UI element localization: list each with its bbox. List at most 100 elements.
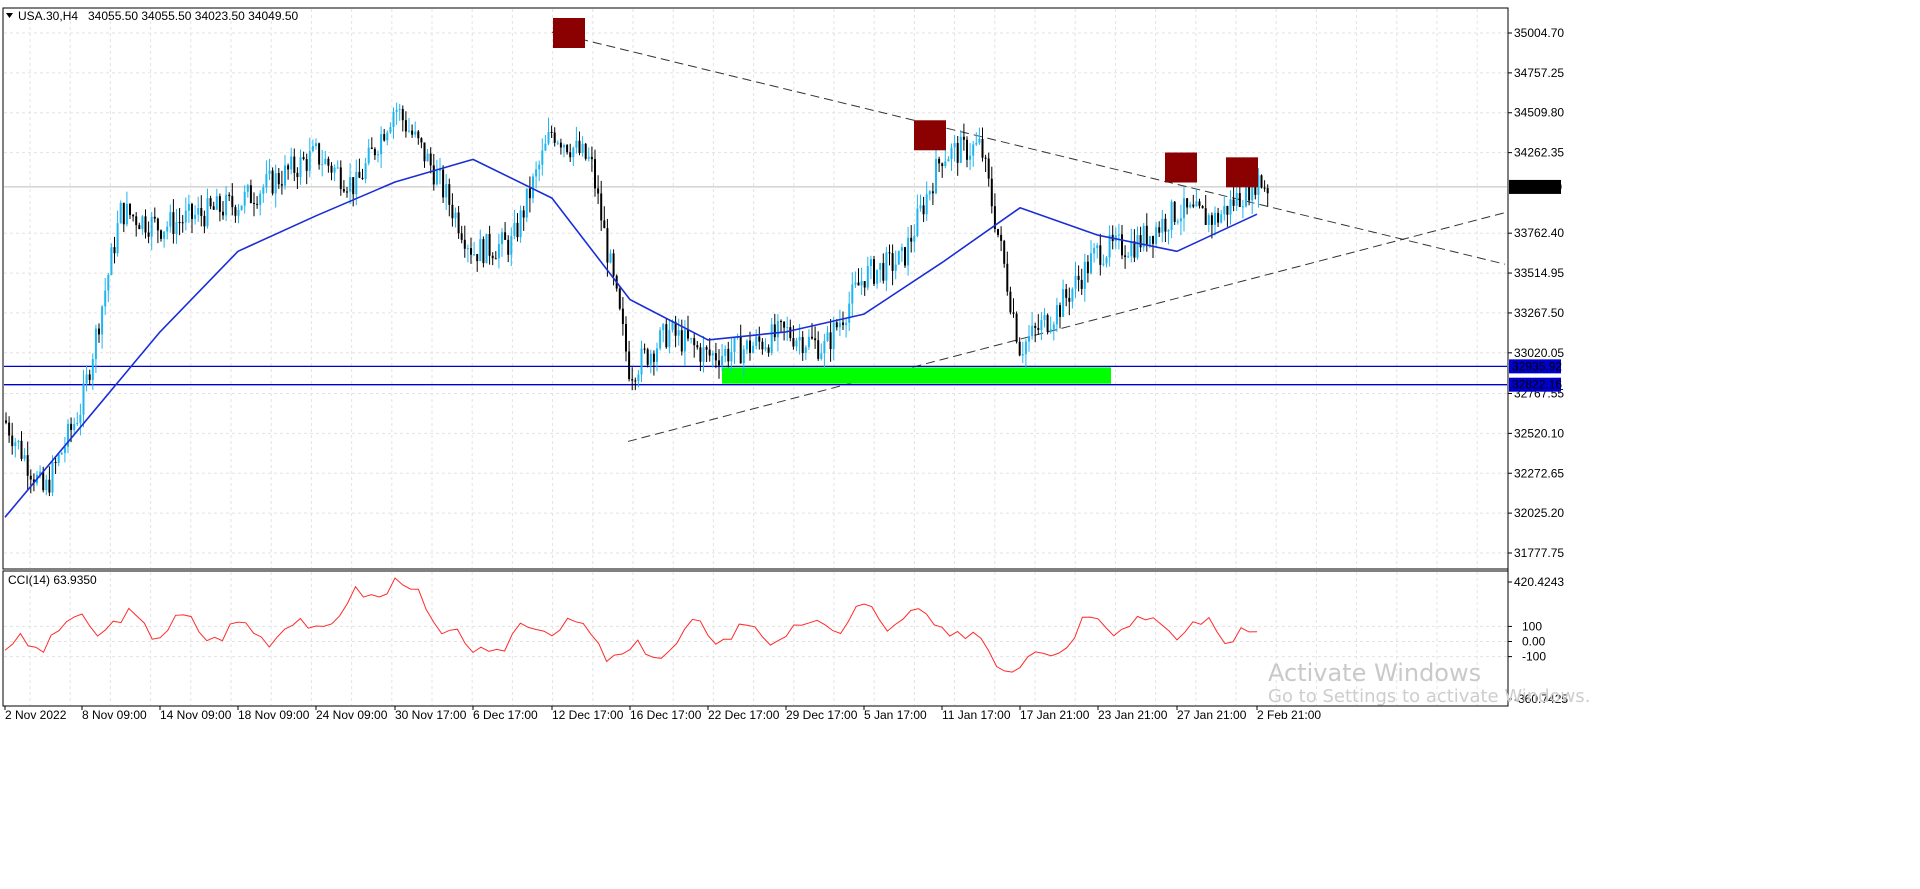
candle-body <box>489 234 491 256</box>
candle-body <box>814 338 816 340</box>
cci-label: CCI(14) 63.9350 <box>8 573 97 587</box>
candle-body <box>854 283 856 285</box>
candle-body <box>712 353 714 355</box>
time-tick-label: 8 Nov 09:00 <box>82 708 147 722</box>
candle-body <box>789 327 791 338</box>
candle-body <box>920 205 922 208</box>
candle-body <box>1195 201 1197 206</box>
candle-body <box>510 236 512 255</box>
candle-body <box>1202 206 1204 208</box>
candle-body <box>1053 324 1055 329</box>
candle-body <box>352 177 354 194</box>
candle-body <box>321 164 323 165</box>
candle-body <box>126 204 128 224</box>
candle-body <box>55 462 57 463</box>
candle-body <box>247 185 249 192</box>
candle-body <box>337 167 339 168</box>
candle-body <box>1171 202 1173 230</box>
symbol-label[interactable]: USA.30,H4 <box>18 9 78 23</box>
candle-body <box>1130 241 1132 256</box>
candle-body <box>988 158 990 178</box>
candle-body <box>526 188 528 217</box>
candle-body <box>647 349 649 364</box>
pivot-markers <box>553 18 1258 187</box>
main-panel-frame <box>3 8 1508 569</box>
candle-body <box>21 441 23 459</box>
candle-body <box>982 139 984 158</box>
candle-body <box>566 145 568 152</box>
candle-body <box>135 216 137 225</box>
candle-body <box>70 424 72 430</box>
candle-body <box>882 263 884 281</box>
candle-body <box>343 189 345 191</box>
candle-body <box>727 349 729 361</box>
candle-body <box>448 184 450 205</box>
candle-body <box>1031 326 1033 336</box>
candle-body <box>1059 305 1061 317</box>
candle-body <box>1233 199 1235 205</box>
candle-body <box>185 211 187 223</box>
time-tick-label: 24 Nov 09:00 <box>316 708 388 722</box>
candle-body <box>114 247 116 253</box>
candle-body <box>541 151 543 165</box>
candle-body <box>1174 202 1176 222</box>
candle-body <box>783 322 785 328</box>
price-tick-label: 34757.25 <box>1514 66 1564 80</box>
candle-body <box>861 281 863 285</box>
candle-body <box>445 184 447 197</box>
candle-body <box>1192 205 1194 207</box>
candle-body <box>402 109 404 120</box>
time-tick-label: 12 Dec 17:00 <box>552 708 624 722</box>
candle-body <box>910 238 912 242</box>
candle-body <box>1205 208 1207 225</box>
candle-body <box>331 166 333 173</box>
candle-body <box>374 149 376 155</box>
candle-body <box>851 285 853 304</box>
candle-body <box>991 179 993 207</box>
candle-body <box>947 159 949 161</box>
candle-body <box>430 154 432 166</box>
candle-body <box>582 144 584 153</box>
candle-body <box>1127 256 1129 257</box>
candle-body <box>916 209 918 236</box>
candle-body <box>290 157 292 170</box>
candle-body <box>681 330 683 351</box>
candle-body <box>637 375 639 382</box>
candle-body <box>61 453 63 454</box>
candle-body <box>699 347 701 361</box>
candle-body <box>160 230 162 239</box>
candle-body <box>833 322 835 349</box>
candle-body <box>706 347 708 349</box>
candle-body <box>662 324 664 330</box>
candle-body <box>585 144 587 159</box>
time-tick-label: 16 Dec 17:00 <box>630 708 702 722</box>
candle-body <box>864 281 866 287</box>
candle-body <box>182 222 184 223</box>
candle-body <box>244 192 246 206</box>
candle-body <box>324 159 326 164</box>
candle-body <box>755 336 757 345</box>
level-price-label: 32822.16 <box>1512 378 1562 392</box>
candle-body <box>442 170 444 198</box>
symbol-dropdown-icon[interactable] <box>6 13 13 18</box>
candle-body <box>796 341 798 347</box>
candle-body <box>461 233 463 239</box>
candle-body <box>535 169 537 176</box>
candle-body <box>848 304 850 323</box>
candle-body <box>1223 206 1225 214</box>
candle-body <box>1267 188 1269 193</box>
candle-body <box>306 159 308 171</box>
time-tick-label: 2 Nov 2022 <box>5 708 67 722</box>
candle-body <box>95 329 97 360</box>
cci-tick-label: -100 <box>1522 650 1546 664</box>
candle-body <box>780 321 782 322</box>
candle-body <box>436 171 438 185</box>
candle-body <box>225 195 227 216</box>
candle-body <box>467 248 469 249</box>
candle-body <box>1152 236 1154 244</box>
price-tick-label: 32025.20 <box>1514 506 1564 520</box>
candle-body <box>231 196 233 207</box>
price-tick-label: 34262.35 <box>1514 146 1564 160</box>
candle-body <box>179 222 181 223</box>
pivot-marker <box>1226 157 1258 187</box>
